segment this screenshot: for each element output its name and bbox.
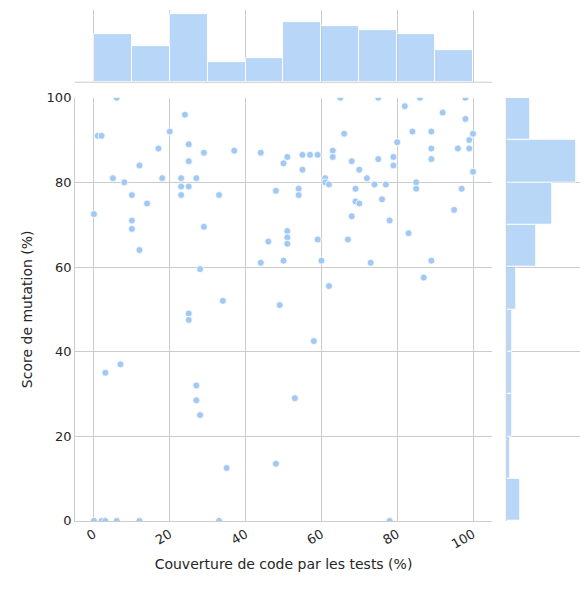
svg-text:80: 80 xyxy=(55,175,72,190)
svg-text:0: 0 xyxy=(63,513,71,528)
svg-text:80: 80 xyxy=(380,526,402,547)
svg-text:0: 0 xyxy=(84,526,99,543)
svg-text:Score de mutation (%): Score de mutation (%) xyxy=(19,230,35,388)
svg-text:40: 40 xyxy=(55,344,72,359)
svg-text:60: 60 xyxy=(55,260,72,275)
svg-text:Couverture de code par les tes: Couverture de code par les tests (%) xyxy=(155,556,413,572)
svg-text:20: 20 xyxy=(153,526,175,547)
svg-text:20: 20 xyxy=(55,429,72,444)
svg-text:100: 100 xyxy=(47,90,72,105)
svg-text:60: 60 xyxy=(304,526,326,547)
svg-text:100: 100 xyxy=(449,526,478,551)
svg-text:40: 40 xyxy=(229,526,251,547)
